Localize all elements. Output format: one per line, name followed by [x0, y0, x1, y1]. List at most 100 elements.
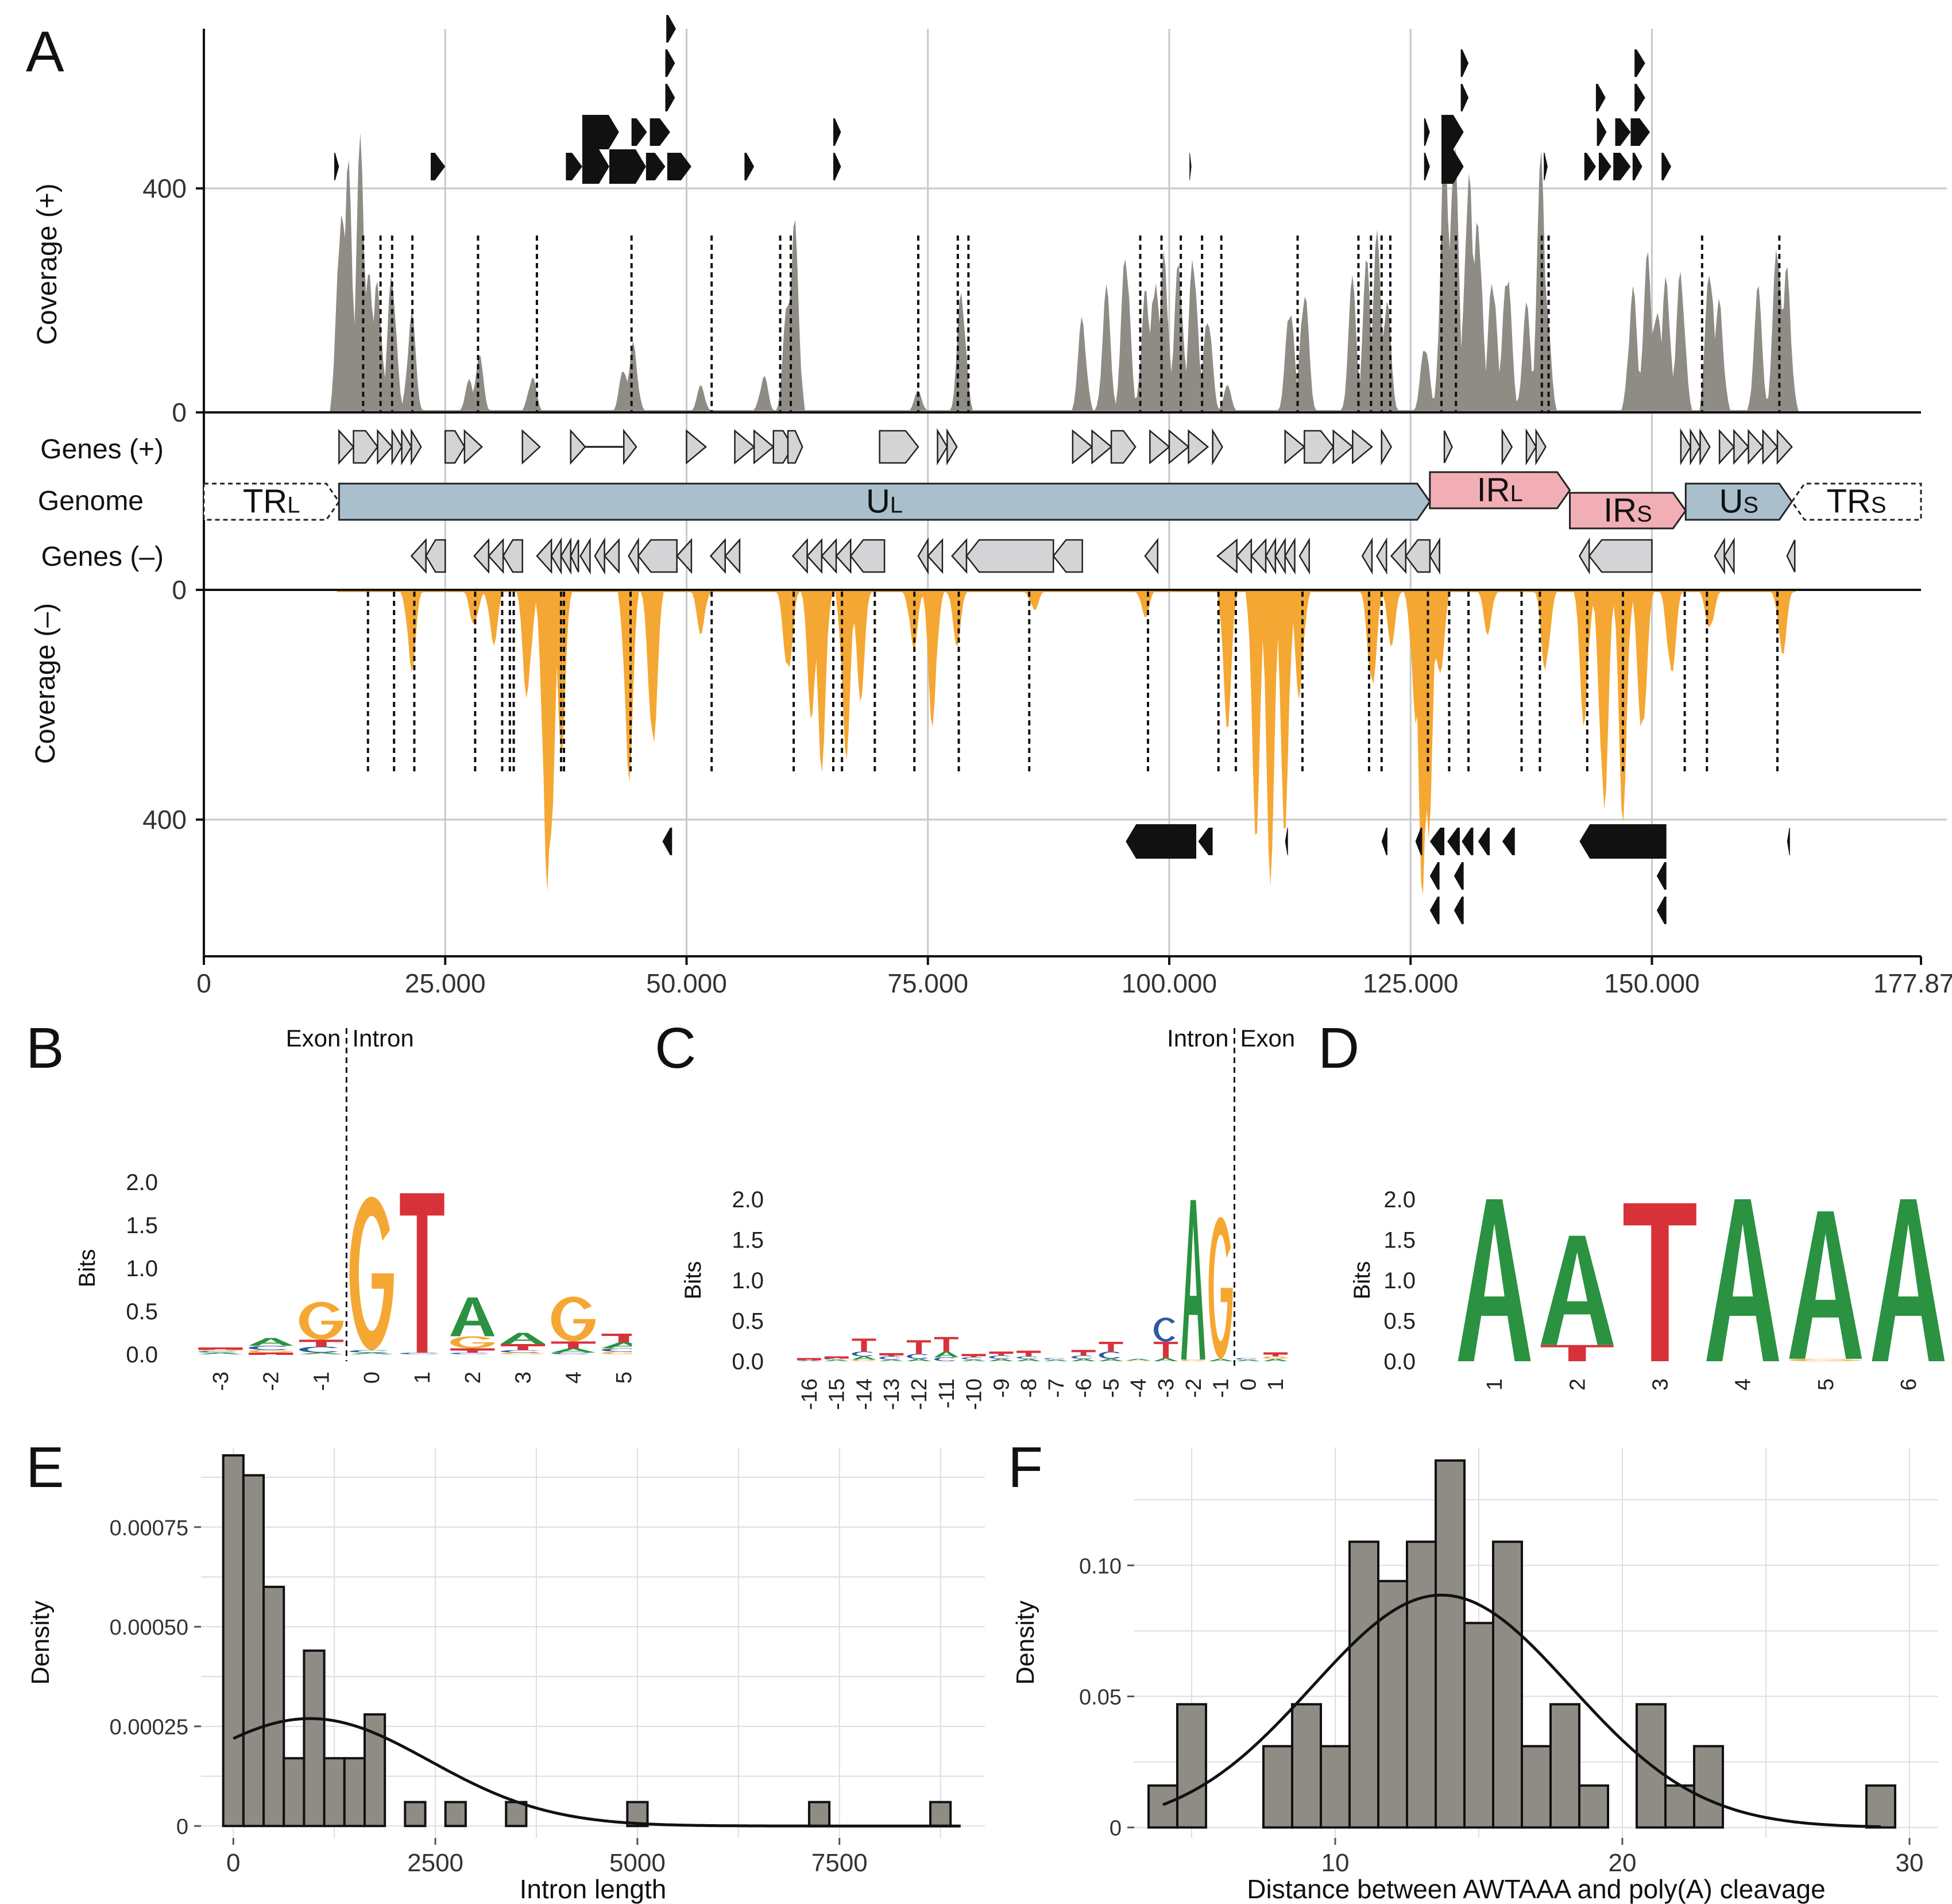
gene-plus — [1699, 428, 1711, 466]
logo-position-label: -9 — [989, 1378, 1014, 1398]
logo-letter-c — [961, 1357, 983, 1360]
panel-letter-a: A — [26, 20, 64, 84]
logo-letter-c — [198, 1351, 238, 1353]
plus-read-arrow — [1661, 153, 1672, 180]
gene-plus — [401, 428, 412, 466]
minus-read-arrow — [1429, 862, 1440, 890]
logo-letter-t — [1099, 1342, 1123, 1352]
polya-signal-logo: 0.0 0.5 1.0 1.5 2.0 Bits 1 2 3 4 5 6 — [1350, 1187, 1945, 1391]
y-tick-label: 0 — [1110, 1817, 1122, 1841]
region-ul-label: UL — [866, 483, 903, 520]
logo-letter-c — [500, 1350, 540, 1353]
logo-position-label: -10 — [963, 1378, 987, 1410]
gene-plus — [377, 428, 393, 465]
x-tick-label: 0 — [196, 968, 211, 998]
x-tick-label: 10 — [1321, 1849, 1350, 1877]
gene-minus — [1578, 537, 1590, 575]
gene-minus — [1250, 538, 1267, 574]
plus-read-arrow — [645, 153, 666, 180]
histogram-bar — [283, 1757, 306, 1828]
intron-length-histogram: 0 2500 5000 7500 0 0.00025 0.00050 0.00075 Intro… — [26, 1447, 985, 1904]
gene-plus — [734, 429, 756, 465]
logo-y-tick-label: 1.0 — [732, 1268, 764, 1293]
logo-y-tick-label: 0.0 — [1383, 1349, 1416, 1374]
logo-position-label: -2 — [260, 1372, 284, 1391]
logo-letter-t — [1540, 1345, 1614, 1361]
region-irl-label: IRL — [1477, 472, 1523, 509]
gene-minus — [1052, 539, 1083, 573]
logo-letter-c — [1016, 1356, 1038, 1359]
logo-y-tick-label: 1.5 — [1383, 1228, 1416, 1253]
minus-read-arrow — [1454, 862, 1464, 890]
logo-position-label: 1 — [1483, 1378, 1507, 1391]
histogram-bar — [1693, 1745, 1724, 1829]
logo-position-label: 5 — [1814, 1378, 1838, 1391]
logo-letter-c — [551, 1353, 590, 1354]
logo-letter-a — [1208, 1358, 1233, 1361]
logo-position-label: 1 — [411, 1372, 435, 1384]
region-irs-label: IRS — [1603, 492, 1652, 529]
plus-read-arrow — [582, 115, 619, 149]
logo-letter-c — [601, 1348, 632, 1352]
logo-letter-c — [1153, 1317, 1176, 1342]
logo-position-label: -2 — [1182, 1378, 1206, 1398]
plus-read-arrow — [582, 149, 610, 184]
minus-read-arrow — [1429, 897, 1440, 924]
logo-letter-t — [299, 1339, 344, 1347]
logo-letter-a — [1458, 1199, 1531, 1361]
gene-minus — [951, 538, 968, 574]
logo-position-label: -14 — [852, 1378, 876, 1410]
gene-minus — [410, 538, 427, 574]
minus-read-arrow — [1447, 828, 1460, 855]
gene-minus — [1405, 539, 1431, 573]
logo-letter-t — [450, 1348, 495, 1353]
gene-minus — [1274, 537, 1286, 575]
y-axis-label-plus: Coverage (+) — [32, 183, 63, 345]
logo-y-tick-label: 0.0 — [732, 1349, 764, 1374]
plus-read-arrow — [1597, 118, 1607, 146]
logo-position-label: 3 — [1648, 1378, 1672, 1391]
logo-letter-g — [500, 1353, 546, 1354]
plus-read-arrow — [1634, 49, 1645, 77]
logo-letter-g — [551, 1296, 596, 1342]
gene-minus — [1588, 539, 1653, 573]
logo-letter-c — [1043, 1358, 1065, 1360]
gene-minus — [536, 538, 552, 574]
x-tick-label: 75.000 — [887, 968, 968, 998]
logo-letter-a — [601, 1342, 632, 1349]
logo-region-label-left: Intron — [1167, 1025, 1228, 1052]
logo-letter-c — [249, 1346, 288, 1350]
plus-read-arrow — [1595, 84, 1606, 111]
logo-letter-t — [934, 1337, 958, 1352]
minus-read-arrow — [1429, 828, 1445, 855]
gene-plus — [391, 428, 403, 466]
y-tick-label: 0.10 — [1079, 1554, 1122, 1578]
panel-letter-e: E — [26, 1435, 64, 1500]
logo-position-label: -3 — [209, 1372, 233, 1391]
plus-read-arrow — [665, 49, 675, 77]
gene-plus — [1718, 428, 1735, 465]
plus-read-arrow — [1424, 153, 1430, 180]
gene-minus — [1390, 538, 1407, 574]
logo-letter-a — [824, 1360, 849, 1361]
gene-minus — [502, 539, 523, 573]
region-trl-shape — [203, 482, 341, 521]
gene-plus — [686, 429, 708, 465]
plus-read-arrow — [1613, 153, 1631, 180]
gene-minus — [1235, 538, 1253, 574]
x-axis-label: Distance between AWTAAA and poly(A) clea… — [1247, 1874, 1825, 1904]
logo-letter-t — [824, 1356, 849, 1359]
region-trs-shape — [1791, 482, 1922, 521]
histogram-bar — [323, 1757, 346, 1828]
logo-letter-a — [1099, 1358, 1123, 1361]
gene-minus — [594, 537, 605, 575]
logo-letter-a — [450, 1297, 495, 1337]
logo-position-label: 5 — [612, 1372, 632, 1384]
logo-position-label: -8 — [1017, 1378, 1041, 1398]
gene-minus — [927, 538, 944, 574]
gene-plus — [1748, 428, 1764, 465]
minus-read-arrow — [1787, 828, 1790, 855]
gene-plus — [1443, 430, 1453, 464]
plus-read-arrow — [650, 118, 670, 146]
gene-minus — [965, 539, 1054, 573]
